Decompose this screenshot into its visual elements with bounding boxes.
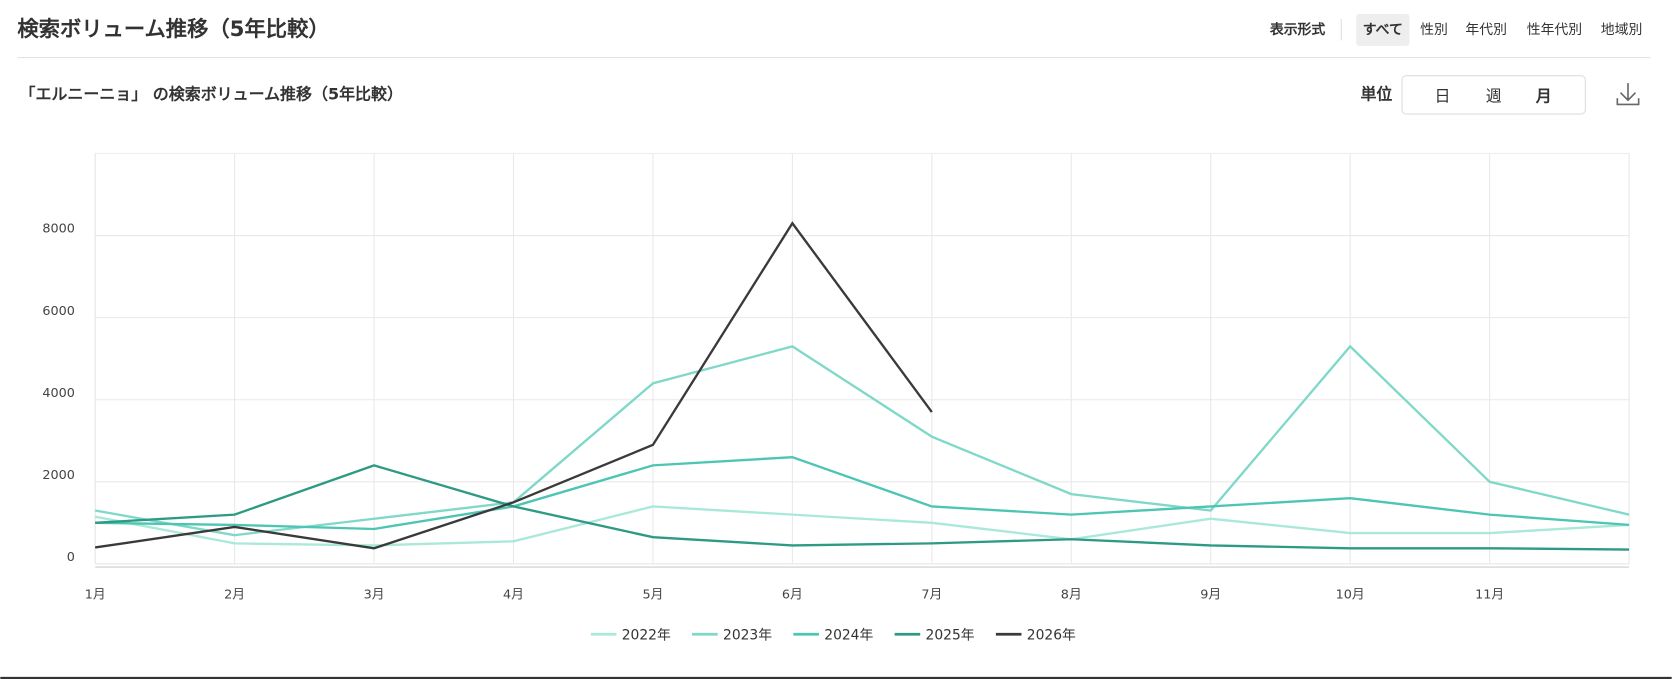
x-tick-label: 5月: [642, 587, 663, 602]
x-tick-label: 9月: [1200, 587, 1221, 602]
tab[interactable]: 地域別: [1601, 22, 1643, 38]
y-tick-label: 4000: [42, 386, 75, 401]
tab[interactable]: 年代別: [1465, 22, 1507, 38]
y-tick-label: 6000: [42, 304, 75, 319]
download-icon[interactable]: [1616, 83, 1640, 106]
x-tick-label: 1月: [85, 587, 106, 602]
series-line: [94, 344, 1630, 537]
series-line: [94, 505, 1630, 547]
unit-label: 単位: [1360, 84, 1392, 103]
y-tick-label: 8000: [42, 222, 75, 237]
legend-label: 2024年: [824, 627, 873, 643]
tab[interactable]: 性別: [1420, 22, 1448, 38]
legend-label: 2026年: [1027, 627, 1076, 643]
page-title: 検索ボリューム推移（5年比較）: [17, 16, 329, 42]
plot-frame: [94, 152, 1630, 565]
series-line: [95, 221, 933, 550]
legend-label: 2025年: [926, 627, 975, 643]
display-label: 表示形式: [1269, 21, 1326, 38]
x-tick-label: 3月: [364, 587, 385, 602]
legend-label: 2023年: [723, 627, 772, 643]
y-tick-label: 2000: [42, 468, 75, 483]
x-tick-label: 10月: [1336, 587, 1365, 602]
legend-label: 2022年: [622, 627, 671, 643]
series-line: [95, 464, 1630, 551]
x-tick-label: 4月: [503, 587, 524, 602]
unit-selector: [1401, 75, 1586, 115]
unit-option[interactable]: 週: [1486, 87, 1502, 106]
x-tick-label: 8月: [1061, 587, 1082, 602]
series-line: [95, 455, 1630, 531]
x-tick-label: 11月: [1475, 587, 1504, 602]
unit-option[interactable]: 月: [1535, 87, 1552, 106]
x-tick-label: 7月: [921, 587, 942, 602]
unit-option[interactable]: 日: [1435, 87, 1451, 106]
tab[interactable]: すべて: [1363, 22, 1403, 38]
tab[interactable]: 性年代別: [1527, 22, 1582, 38]
y-tick-label: 0: [67, 550, 75, 565]
tab-active-bg: [1356, 13, 1410, 46]
x-tick-label: 6月: [782, 587, 803, 602]
x-tick-label: 2月: [224, 587, 245, 602]
chart-title: 「エルニーニョ」 の検索ボリューム推移（5年比較）: [19, 84, 402, 103]
